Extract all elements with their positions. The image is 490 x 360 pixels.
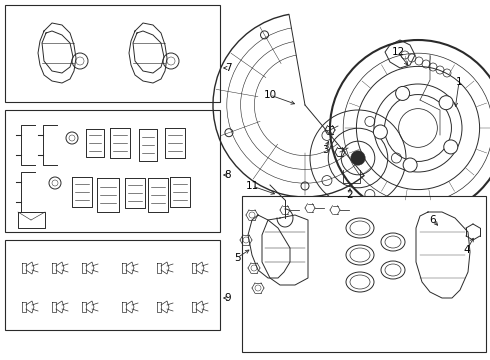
- Bar: [5, 240, 220, 330]
- Text: 3: 3: [322, 145, 328, 155]
- Text: 2: 2: [347, 190, 353, 200]
- Bar: [5, 110, 220, 232]
- Circle shape: [271, 209, 279, 217]
- Text: 11: 11: [245, 181, 259, 191]
- Bar: [242, 196, 486, 352]
- Text: 5: 5: [234, 253, 240, 263]
- Text: 9: 9: [225, 293, 231, 303]
- Text: 1: 1: [456, 77, 462, 87]
- Text: 4: 4: [464, 245, 470, 255]
- Circle shape: [444, 140, 458, 154]
- Text: 6: 6: [430, 215, 436, 225]
- Text: 10: 10: [264, 90, 276, 100]
- Circle shape: [395, 86, 410, 100]
- Circle shape: [373, 125, 388, 139]
- Text: 12: 12: [392, 47, 405, 57]
- Bar: [5, 5, 220, 102]
- Circle shape: [439, 96, 453, 110]
- Circle shape: [351, 151, 365, 165]
- Circle shape: [403, 158, 417, 172]
- Text: 8: 8: [225, 170, 231, 180]
- Text: 7: 7: [225, 63, 231, 73]
